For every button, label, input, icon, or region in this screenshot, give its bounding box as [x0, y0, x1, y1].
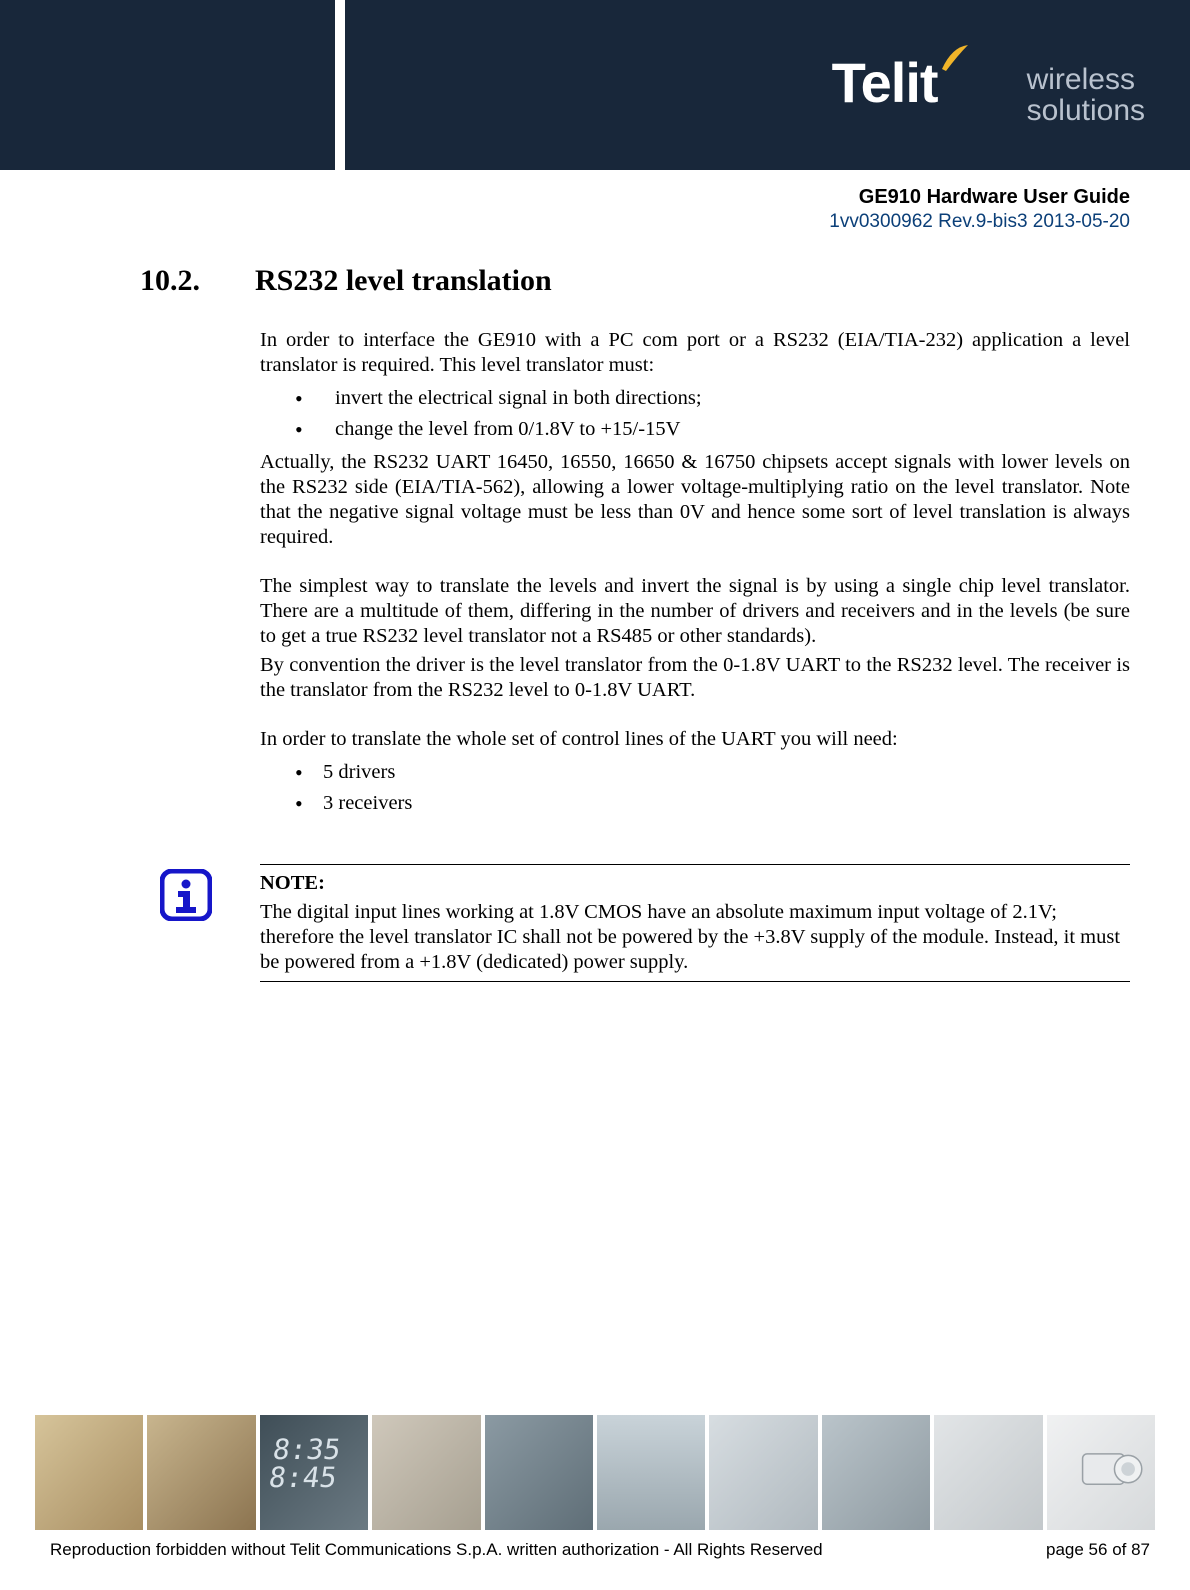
footer-tile: [709, 1415, 817, 1530]
paragraph: In order to translate the whole set of c…: [260, 727, 1130, 752]
info-icon: [160, 869, 212, 921]
tagline-line-1: wireless: [1027, 64, 1145, 96]
list-item: 3 receivers: [295, 791, 1130, 816]
top-banner: Telit wireless solutions: [0, 0, 1190, 170]
tagline-line-2: solutions: [1027, 95, 1145, 127]
bullet-list-2: 5 drivers 3 receivers: [295, 760, 1130, 816]
brand-logo-block: Telit wireless solutions: [832, 55, 1145, 135]
footer-image-strip: 8:358:45: [35, 1415, 1155, 1530]
page-content: 10.2. RS232 level translation In order t…: [140, 264, 1130, 982]
footer-tile: [1047, 1415, 1155, 1530]
footer-copyright: Reproduction forbidden without Telit Com…: [50, 1540, 823, 1560]
footer-tile: [485, 1415, 593, 1530]
section-heading: 10.2. RS232 level translation: [140, 264, 1130, 298]
bullet-list-1: invert the electrical signal in both dir…: [295, 386, 1130, 442]
footer-tile: 8:358:45: [260, 1415, 368, 1530]
section-number: 10.2.: [140, 264, 200, 298]
footer-tile: [822, 1415, 930, 1530]
paragraph: By convention the driver is the level tr…: [260, 653, 1130, 703]
note-bottom-rule: [260, 981, 1130, 982]
note-block: NOTE: The digital input lines working at…: [160, 864, 1130, 982]
footer-tile: [372, 1415, 480, 1530]
logo-tagline: wireless solutions: [1027, 64, 1145, 127]
telit-logo: Telit: [832, 55, 1002, 135]
note-content: NOTE: The digital input lines working at…: [260, 871, 1130, 975]
body-text: In order to interface the GE910 with a P…: [260, 328, 1130, 816]
document-meta: GE910 Hardware User Guide 1vv0300962 Rev…: [829, 186, 1130, 233]
section-title: RS232 level translation: [255, 264, 552, 298]
footer-tile: [934, 1415, 1042, 1530]
logo-wordmark: Telit: [832, 55, 1002, 111]
footer-page-number: page 56 of 87: [1046, 1540, 1150, 1560]
list-item: change the level from 0/1.8V to +15/-15V: [295, 417, 1130, 442]
banner-left-block: [0, 0, 335, 170]
list-item: 5 drivers: [295, 760, 1130, 785]
footer-tile: [597, 1415, 705, 1530]
document-title: GE910 Hardware User Guide: [829, 186, 1130, 209]
paragraph: The simplest way to translate the levels…: [260, 574, 1130, 649]
paragraph: Actually, the RS232 UART 16450, 16550, 1…: [260, 450, 1130, 550]
document-revision: 1vv0300962 Rev.9-bis3 2013-05-20: [829, 211, 1130, 233]
footer-tile: [35, 1415, 143, 1530]
banner-right-block: Telit wireless solutions: [345, 0, 1190, 170]
footer-line: Reproduction forbidden without Telit Com…: [50, 1540, 1150, 1560]
note-text: The digital input lines working at 1.8V …: [260, 900, 1130, 975]
paragraph-intro: In order to interface the GE910 with a P…: [260, 328, 1130, 378]
footer-tile-digits: 8:358:45: [267, 1436, 342, 1492]
logo-swoosh-icon: [940, 43, 970, 73]
footer-tile: [147, 1415, 255, 1530]
list-item: invert the electrical signal in both dir…: [295, 386, 1130, 411]
camera-icon: [1075, 1425, 1151, 1506]
note-label: NOTE:: [260, 871, 1130, 896]
